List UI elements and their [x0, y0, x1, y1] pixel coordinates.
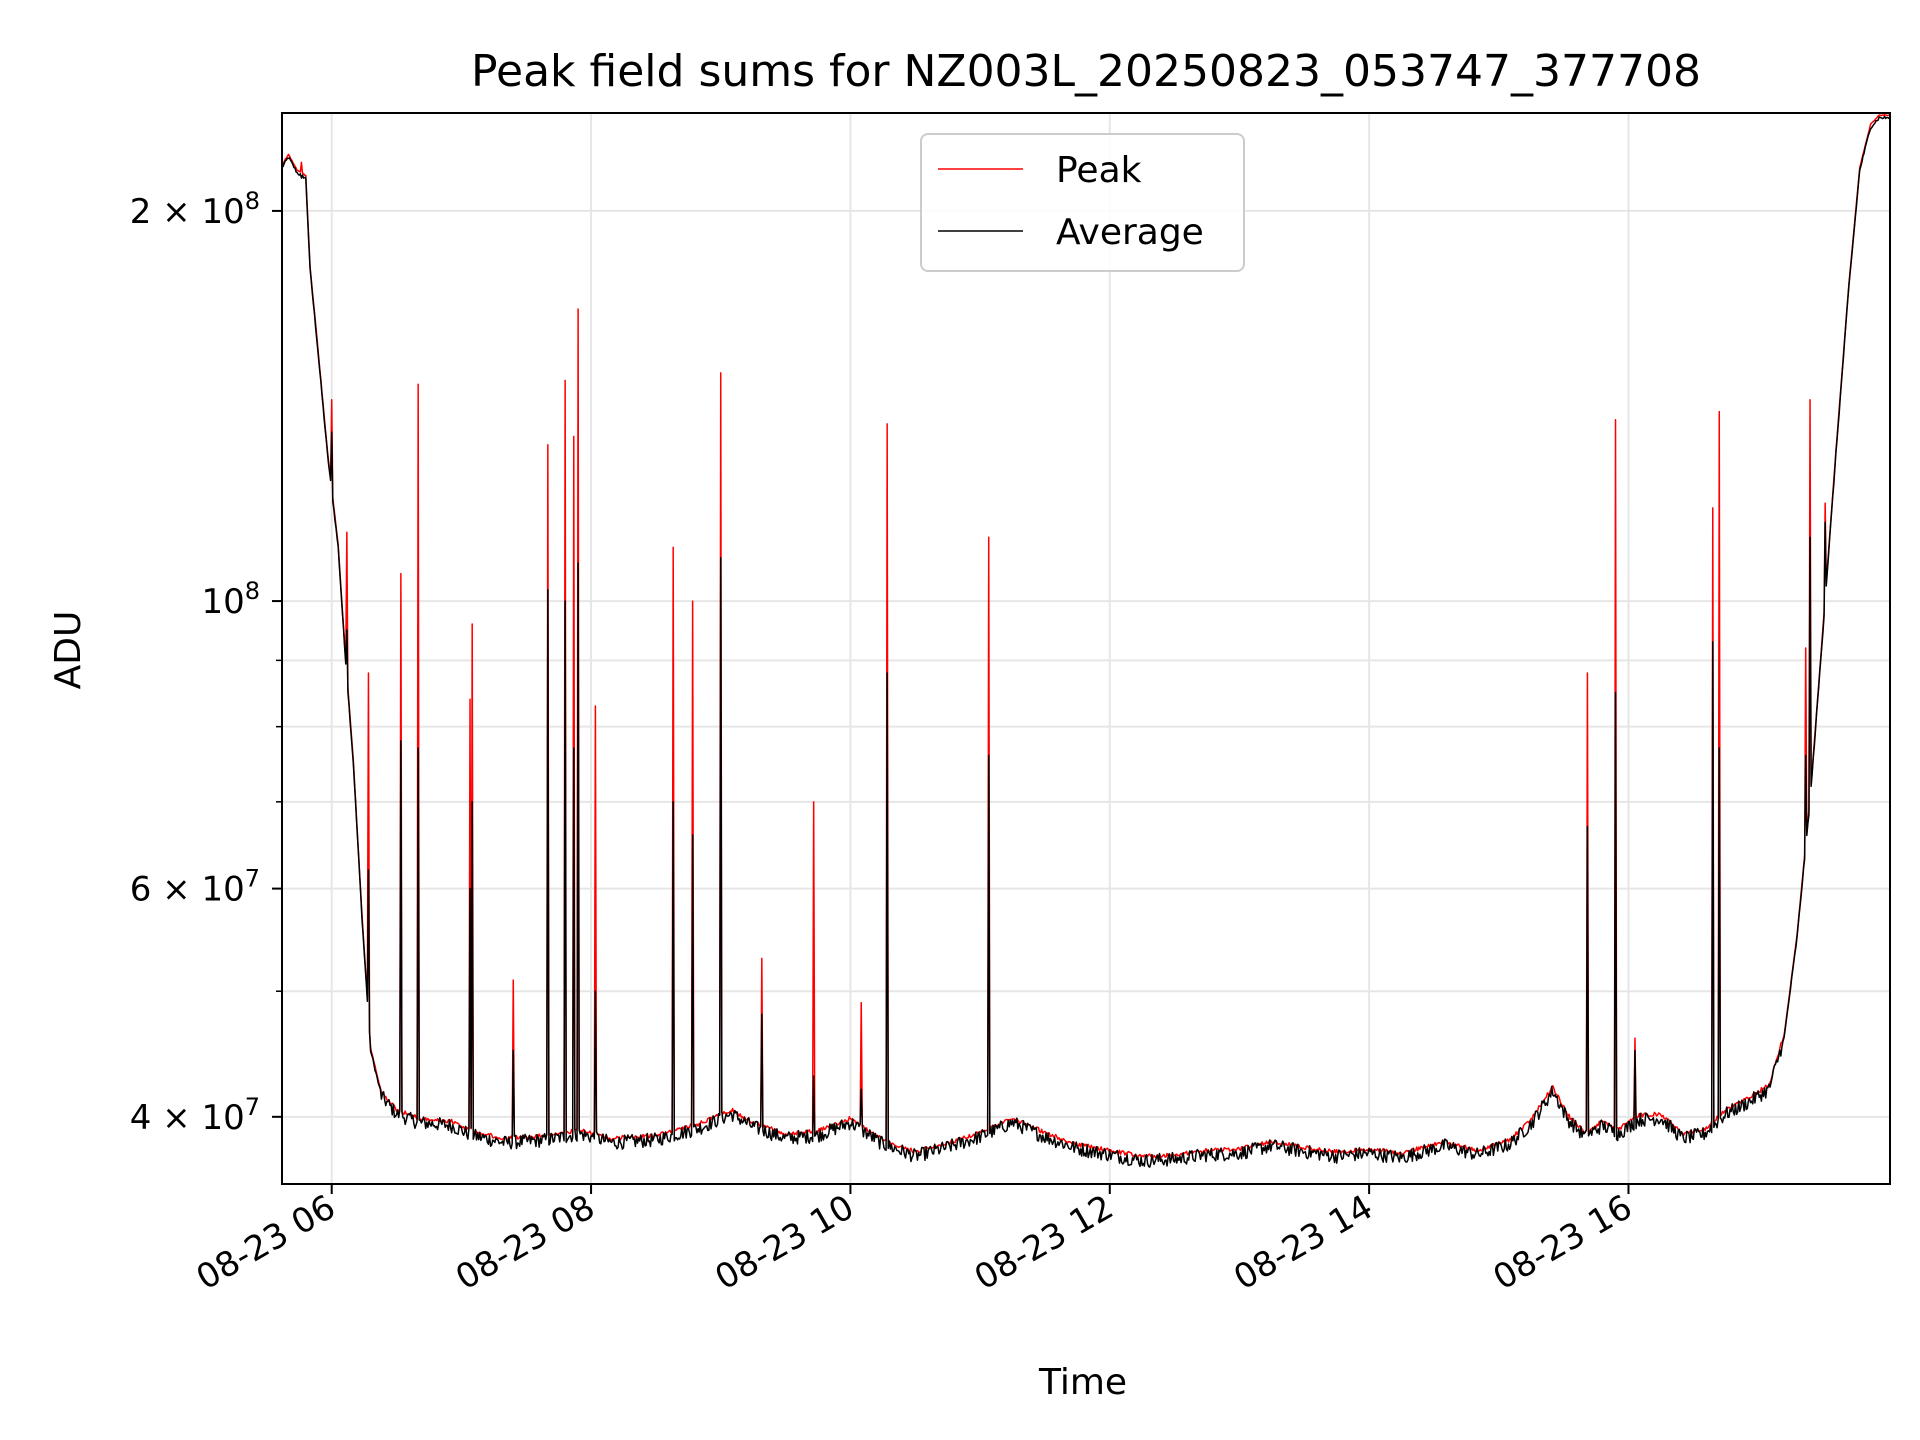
y-tick-label: 108	[201, 577, 260, 622]
y-tick-label: 6 × 107	[130, 865, 260, 910]
legend-label-average: Average	[1056, 212, 1204, 253]
series-line-average	[282, 115, 1890, 1168]
plot-frame	[281, 112, 1891, 1185]
legend-label-peak: Peak	[1056, 150, 1142, 191]
y-tick-label: 4 × 107	[130, 1093, 260, 1138]
plot-series	[282, 113, 1890, 1168]
chart-title: Peak field sums for NZ003L_20250823_0537…	[471, 46, 1701, 97]
x-axis-label: Time	[1038, 1362, 1127, 1403]
y-tick-label: 2 × 108	[130, 187, 260, 232]
series-line-peak	[282, 113, 1890, 1159]
y-axis-label: ADU	[48, 611, 89, 690]
legend: Peak Average	[920, 133, 1245, 272]
